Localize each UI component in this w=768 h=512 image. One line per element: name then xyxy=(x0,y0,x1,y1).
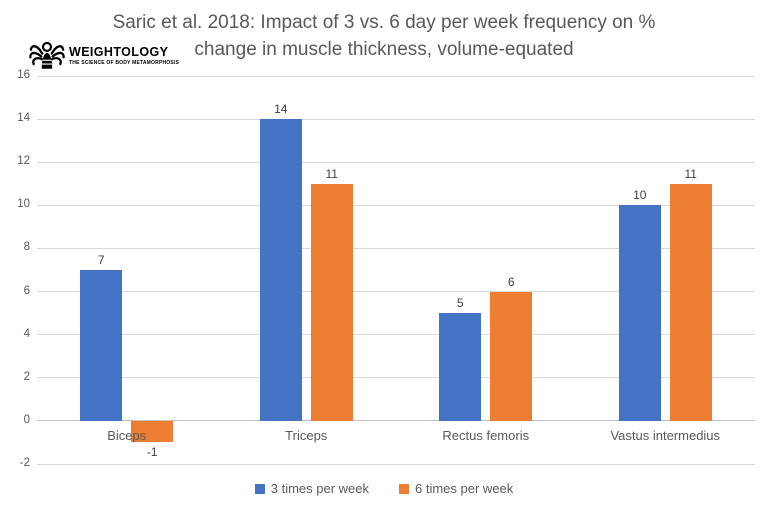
bar-vastus-intermedius-series1 xyxy=(618,205,661,421)
y-axis-tick-0: 0 xyxy=(23,413,30,426)
data-label-triceps-series1: 14 xyxy=(274,102,288,117)
data-label-rectus-femoris-series2: 6 xyxy=(507,274,515,289)
y-axis-tick-12: 12 xyxy=(17,155,30,168)
gridline-y12 xyxy=(37,161,755,163)
gridline-y0 xyxy=(37,420,755,422)
y-axis-tick-10: 10 xyxy=(17,198,30,211)
bar-rectus-femoris-series1 xyxy=(439,313,482,421)
data-label-rectus-femoris-series1: 5 xyxy=(456,296,464,311)
bar-rectus-femoris-series2 xyxy=(490,291,533,421)
gridline-y6 xyxy=(37,291,755,293)
y-axis-tick-8: 8 xyxy=(23,241,30,254)
chart-legend: 3 times per week 6 times per week xyxy=(0,481,768,496)
y-axis-tick-4: 4 xyxy=(23,327,30,340)
logo-name: WEIGHTOLOGY xyxy=(69,44,169,59)
legend-label-6x: 6 times per week xyxy=(415,481,514,496)
chart-title-line2: change in muscle thickness, volume-equat… xyxy=(194,39,574,60)
gridline-y4 xyxy=(37,334,755,336)
chart-title-line1: Saric et al. 2018: Impact of 3 vs. 6 day… xyxy=(112,12,656,33)
category-label-rectus-femoris: Rectus femoris xyxy=(442,427,530,443)
legend-item-3x: 3 times per week xyxy=(254,481,369,496)
data-label-biceps-series1: 7 xyxy=(97,253,105,267)
data-label-biceps-series2: -1 xyxy=(146,445,158,460)
gridline-y8 xyxy=(37,247,755,249)
y-axis-tick-6: 6 xyxy=(23,284,30,297)
y-axis-tick-2: 2 xyxy=(23,370,30,383)
category-label-biceps: Biceps xyxy=(107,427,147,443)
legend-label-3x: 3 times per week xyxy=(270,481,369,496)
bar-triceps-series1 xyxy=(259,119,302,421)
chart-title: Saric et al. 2018: Impact of 3 vs. 6 day… xyxy=(0,9,768,63)
data-label-vastus-intermedius-series2: 11 xyxy=(684,166,697,181)
weightology-logo: WEIGHTOLOGY THE SCIENCE OF BODY METAMORP… xyxy=(28,40,179,71)
legend-swatch-blue xyxy=(254,483,265,494)
category-label-vastus-intermedius: Vastus intermedius xyxy=(610,427,721,443)
legend-item-6x: 6 times per week xyxy=(399,481,513,496)
bar-biceps-series2 xyxy=(131,420,174,443)
logo-tagline: THE SCIENCE OF BODY METAMORPHOSIS xyxy=(69,59,180,66)
y-axis-tick--2: -2 xyxy=(19,457,30,469)
data-label-triceps-series2: 11 xyxy=(325,166,338,181)
y-axis-tick-16: 16 xyxy=(17,69,30,81)
gridline-y16 xyxy=(37,75,755,77)
y-axis-tick-14: 14 xyxy=(17,112,30,125)
legend-swatch-orange xyxy=(399,483,409,494)
bar-triceps-series2 xyxy=(310,183,353,421)
bar-vastus-intermedius-series2 xyxy=(669,183,712,421)
data-label-vastus-intermedius-series1: 10 xyxy=(633,188,647,203)
category-label-triceps: Triceps xyxy=(285,427,328,443)
gridline-y10 xyxy=(37,204,755,206)
gridline-y2 xyxy=(37,377,755,379)
logo-text-block: WEIGHTOLOGY THE SCIENCE OF BODY METAMORP… xyxy=(69,44,180,66)
gridline-y14 xyxy=(37,118,755,120)
bar-biceps-series1 xyxy=(80,270,123,421)
butterfly-figure-icon xyxy=(29,41,65,69)
gridline-y-2 xyxy=(37,463,755,465)
